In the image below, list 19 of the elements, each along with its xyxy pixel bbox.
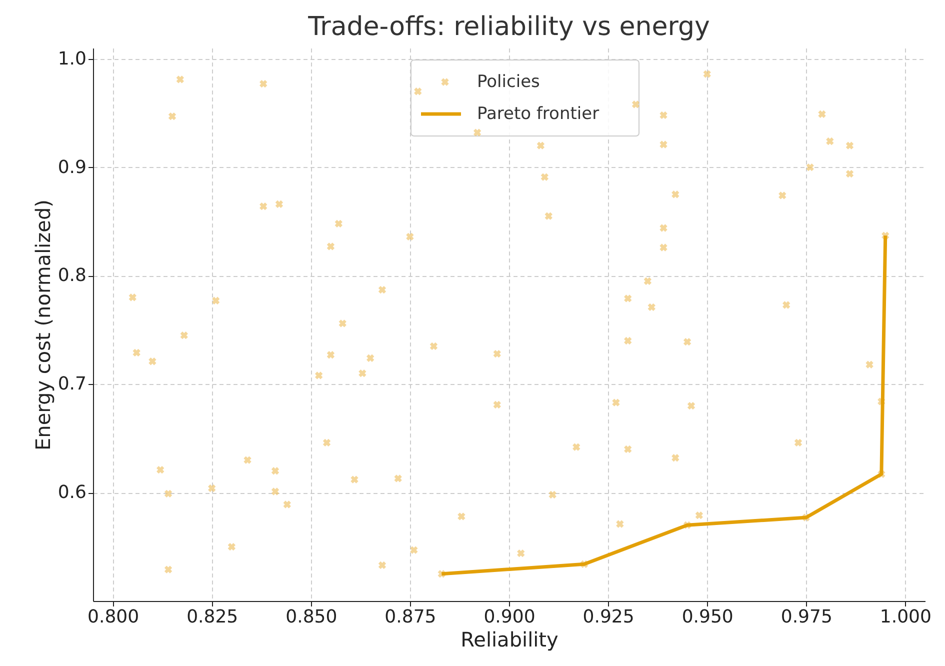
chart-title: Trade-offs: reliability vs energy (307, 12, 710, 42)
x-tick-label: 0.950 (682, 606, 734, 628)
y-tick-label: 0.6 (58, 482, 86, 504)
x-axis-title: Reliability (460, 628, 559, 652)
y-tick-label: 0.9 (58, 156, 86, 178)
x-tick-label: 0.825 (186, 606, 238, 628)
x-tick-label: 0.800 (88, 606, 140, 628)
x-tick-label: 0.850 (286, 606, 338, 628)
x-tick-label: 1.000 (880, 606, 932, 628)
y-tick-label: 0.7 (58, 374, 86, 395)
x-tick-label: 0.875 (384, 606, 436, 628)
y-axis-title: Energy cost (normalized) (30, 200, 55, 450)
x-tick-label: 0.925 (582, 606, 634, 628)
y-tick-label: 0.8 (58, 265, 86, 286)
legend-label: Pareto frontier (477, 104, 600, 124)
legend-label: Policies (477, 72, 540, 92)
x-tick-label: 0.975 (780, 606, 832, 628)
x-tick-label: 0.900 (484, 606, 536, 628)
y-tick-label: 1.0 (58, 48, 86, 70)
